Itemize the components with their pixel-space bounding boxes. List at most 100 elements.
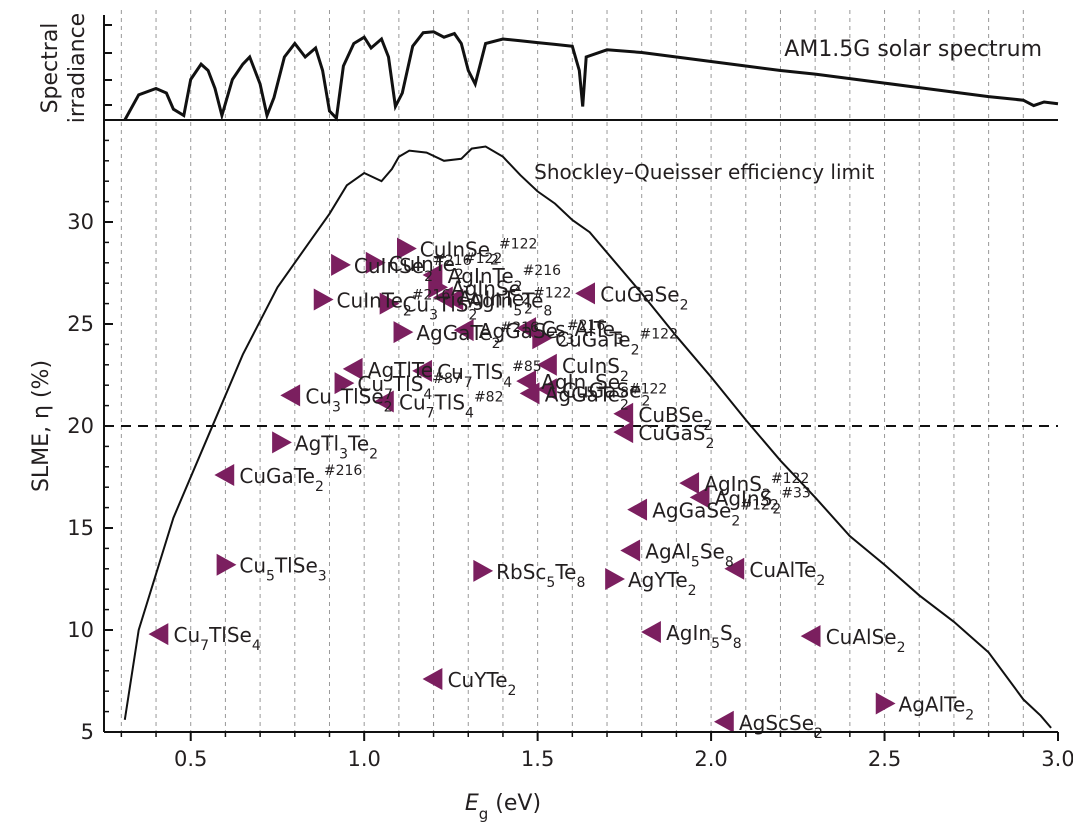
label-subscript: 2 [490,253,499,269]
label-subscript: 2 [468,308,477,324]
data-point-marker [342,357,363,380]
data-point-marker [422,667,443,690]
label-subscript: 2 [731,514,740,530]
data-point-label: AgInS2#33 [715,485,811,517]
label-text: AgYTe [628,568,688,592]
sq-limit-label: Shockley–Queisser efficiency limit [534,160,874,184]
label-subscript: 2 [455,267,464,283]
label-text: Te [521,289,543,313]
label-text: AgInSe [451,276,521,300]
label-subscript: 7 [464,375,473,391]
label-text: CuGaSe [600,282,679,306]
data-point-label: AgGaTe2#216 [416,320,539,352]
label-subscript: 2 [816,573,825,589]
label-text: CuGaTe [555,327,631,351]
label-text: TlS [434,391,465,415]
data-point-label: CuGaSe2 [562,378,650,409]
data-point-marker [519,382,540,405]
data-point-label: AgScSe2 [739,711,823,742]
label-text: AgIn [468,289,513,313]
data-point-marker [397,237,417,260]
label-superscript: #122 [640,326,678,342]
data-point-marker [422,264,443,287]
x-tick-label: 2.5 [868,747,901,771]
data-point-marker [620,539,641,562]
data-point-label: CuAlTe2 [749,558,825,589]
data-point-marker [537,353,557,376]
label-subscript: 4 [503,375,512,391]
label-text: CuInSe [420,238,490,262]
label-superscript: #85 [512,359,542,375]
data-point-marker [724,557,745,580]
label-text: Cu [402,293,429,317]
label-text: AgGaSe [652,499,731,523]
label-subscript: 3 [566,332,575,348]
label-text: S [720,621,733,645]
label-text: TlSe [340,384,384,408]
spectrum-ylabel-line2: irradiance [65,13,90,123]
y-axis-title: SLME, η (%) [29,360,54,492]
data-point-label: Cs3AlTe3 [541,317,624,348]
x-axis-subscript: g [479,805,489,823]
label-subscript: 2 [620,369,629,385]
data-point-marker [473,559,494,582]
data-point-marker [148,623,169,646]
label-superscript: #122 [533,285,571,301]
data-point-label: Cu7TlS4#85 [437,359,542,391]
x-axis-title: Eg (eV) [465,791,541,823]
label-text: Cu [239,554,266,578]
label-text: AgIn [666,621,711,645]
y-tick-label: 30 [67,210,94,234]
label-subscript: 2 [897,640,906,656]
label-subscript: 8 [543,304,552,320]
label-subscript: 3 [318,569,327,585]
data-point-label: Cu3TlS2 [402,293,477,324]
label-subscript: 2 [369,446,378,462]
label-text: CuAlTe [749,558,816,582]
data-point-marker [605,568,625,590]
label-text: AgTl [295,431,339,455]
label-text: Se [700,539,725,563]
data-point-label: CuGaSe2 [600,282,688,313]
data-point-label: AgInS2#122 [704,471,809,503]
data-point-label: AgYTe2 [628,568,697,599]
label-text: Se [595,370,620,394]
y-tick-label: 10 [67,618,94,642]
label-subscript: 2 [492,336,501,352]
data-point-label: AgTl3Te2 [295,431,378,462]
label-superscript: #122 [629,381,667,397]
data-point-marker [365,251,386,274]
x-axis-symbol: E [465,791,479,816]
data-point-label: Cu3TlSe2 [305,384,392,415]
label-subscript: 2 [641,393,650,409]
label-subscript: 7 [426,406,435,422]
label-subscript: 2 [384,399,393,415]
label-subscript: 2 [514,279,523,295]
data-point-marker [516,370,537,393]
label-text: AgIn [541,370,586,394]
label-text: CuYTe [448,668,508,692]
label-subscript: 5 [586,385,595,401]
data-point-label: AgIn5Te8 [468,289,552,320]
x-tick-label: 1.5 [521,747,554,771]
label-superscript: #216 [567,318,606,334]
label-text: TlS [392,372,423,396]
label-superscript: #216 [433,253,472,269]
y-tick-label: 15 [67,516,94,540]
data-point-label: AgGaSe2#216 [479,318,606,350]
data-point-label: CuInS2 [562,354,629,385]
label-subscript: 5 [266,569,275,585]
data-point-marker [432,286,453,309]
data-point-label: AgInTe2#122 [458,285,571,317]
x-tick-label: 3.0 [1041,747,1073,771]
label-subscript: 5 [711,636,720,652]
data-point-marker [428,276,449,299]
label-superscript: #216 [412,288,451,304]
data-point-marker [689,486,710,509]
data-point-marker [713,710,734,733]
label-text: TlS [437,293,468,317]
label-superscript: #87 [432,371,462,387]
label-text: CuBSe [638,403,703,427]
